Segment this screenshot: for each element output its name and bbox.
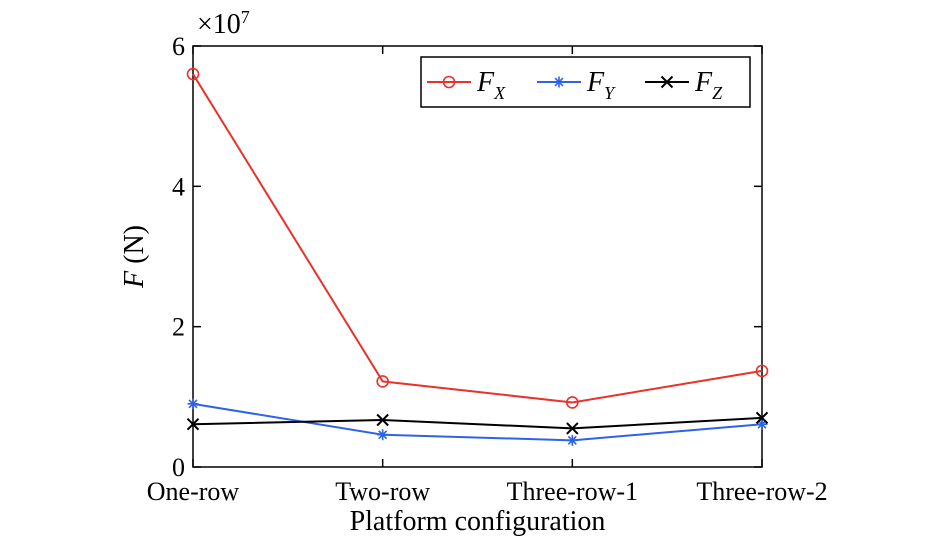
legend-marker <box>553 76 565 88</box>
series-line-y <box>192 402 763 442</box>
legend-marker <box>660 75 674 89</box>
x-tick-label: Three-row-1 <box>507 477 638 506</box>
legend-label-subscript: Z <box>712 83 723 103</box>
series-group <box>186 67 769 446</box>
legend-label: FX <box>476 67 506 103</box>
y-tick-label: 2 <box>172 313 185 342</box>
data-point-z <box>755 411 769 425</box>
series-y <box>187 398 768 446</box>
data-point-y <box>187 398 199 410</box>
legend-entry-x: FX <box>427 67 506 103</box>
data-point-x <box>376 375 389 388</box>
legend: FX FY FZ <box>420 56 751 108</box>
legend-label-subscript: X <box>493 83 506 103</box>
series-line-x <box>192 73 763 404</box>
data-point-y <box>566 434 578 446</box>
data-point-y <box>756 418 768 430</box>
ticks: 0 2 4 6 One-row Two-row Three-row-1 Three-row-2 <box>147 32 828 506</box>
axes <box>192 45 763 468</box>
data-point-z <box>186 417 200 431</box>
legend-entry-z: FZ <box>645 67 723 103</box>
legend-label-subscript: Y <box>604 83 616 103</box>
y-tick-label: 0 <box>172 453 185 482</box>
data-point-x <box>755 364 769 378</box>
data-point-x <box>566 396 579 409</box>
x-tick-label: Two-row <box>335 477 430 506</box>
legend-label-symbol: F <box>694 67 713 98</box>
y-axis-label-unit: (N) <box>119 225 150 271</box>
x-tick-label: Three-row-2 <box>696 477 827 506</box>
plot-frame <box>192 45 763 468</box>
legend-box <box>420 56 751 108</box>
x-tick-label: One-row <box>147 477 240 506</box>
exponent-base: ×10 <box>197 9 241 40</box>
exponent-power: 7 <box>241 7 250 27</box>
series-x <box>186 67 769 409</box>
data-point-y <box>377 429 389 441</box>
legend-label-symbol: F <box>476 67 495 98</box>
data-point-x <box>186 67 200 81</box>
legend-label-symbol: F <box>586 67 605 98</box>
legend-label: FZ <box>694 67 723 103</box>
y-axis-label-symbol: F <box>119 270 150 289</box>
series-line-z <box>192 416 763 430</box>
legend-marker <box>442 75 456 89</box>
y-tick-label: 4 <box>172 172 185 201</box>
y-axis-label: F (N) <box>119 225 150 289</box>
legend-label: FY <box>586 67 616 103</box>
data-point-z <box>376 413 389 427</box>
y-tick-label: 6 <box>172 32 185 61</box>
data-point-z <box>566 422 579 435</box>
legend-entry-y: FY <box>537 67 616 103</box>
series-z <box>186 411 769 435</box>
y-axis-exponent: ×107 <box>197 7 250 40</box>
x-axis-label: Platform configuration <box>350 506 606 537</box>
